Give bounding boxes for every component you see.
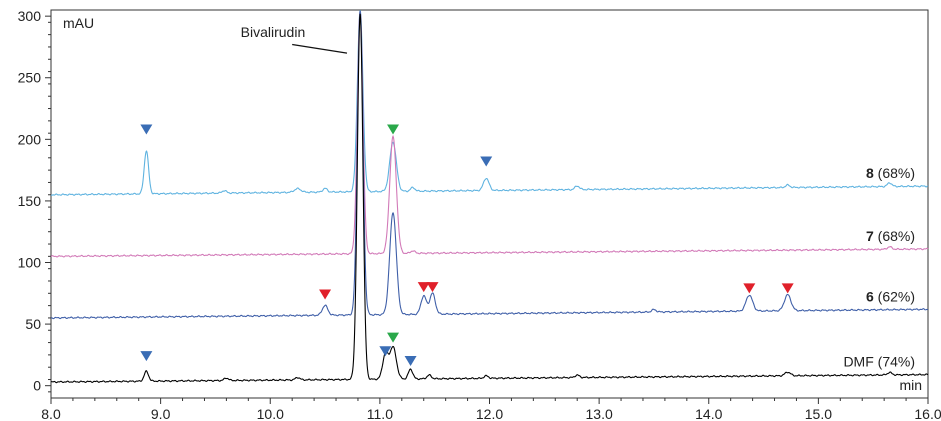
series-label-yield: (68%) <box>874 165 915 181</box>
series-line-1 <box>51 11 928 257</box>
y-tick-label: 150 <box>18 193 42 209</box>
series-label-number: 6 <box>866 288 874 304</box>
series-line-0 <box>51 10 928 195</box>
x-tick-label: 9.0 <box>151 406 171 421</box>
y-tick-label: 250 <box>18 70 42 86</box>
plot-frame <box>51 10 928 398</box>
series-label-number: 7 <box>866 228 874 244</box>
x-tick-label: 11.0 <box>367 406 393 421</box>
red-triangle-marker <box>319 290 331 300</box>
series-layer <box>51 10 928 382</box>
blue-triangle-marker <box>140 351 152 361</box>
red-triangle-marker <box>426 282 438 292</box>
bivalirudin-annotation: Bivalirudin <box>241 24 306 40</box>
x-unit-label: min <box>899 377 922 393</box>
series-label-1: 7 (68%) <box>866 228 915 244</box>
blue-triangle-marker <box>379 346 391 356</box>
x-tick-label: 8.0 <box>41 406 61 421</box>
series-label-0: 8 (68%) <box>866 165 915 181</box>
green-triangle-marker <box>387 333 399 343</box>
y-tick-label: 300 <box>18 8 42 24</box>
x-tick-label: 12.0 <box>476 406 503 421</box>
y-unit-label: mAU <box>63 15 94 31</box>
x-tick-label: 13.0 <box>586 406 613 421</box>
series-line-2 <box>51 11 928 319</box>
y-tick-label: 50 <box>25 316 41 332</box>
y-tick-label: 100 <box>18 255 42 271</box>
x-tick-label: 16.0 <box>914 406 941 421</box>
red-triangle-marker <box>743 283 755 293</box>
red-triangle-marker <box>782 283 794 293</box>
axis-layer: 0 50 100 150 200 250 300 8.0 9.0 10.0 11.0 12.0 13.0… <box>18 8 941 421</box>
x-tick-label: 10.0 <box>257 406 284 421</box>
blue-triangle-marker <box>140 124 152 134</box>
x-tick-label: 14.0 <box>695 406 722 421</box>
marker-layer <box>140 124 793 366</box>
series-label-yield: (68%) <box>874 228 915 244</box>
series-line-3 <box>51 14 928 383</box>
series-label-number: 8 <box>866 165 874 181</box>
annotation-pointer <box>292 44 347 53</box>
blue-triangle-marker <box>480 157 492 167</box>
series-label-yield: (62%) <box>874 288 915 304</box>
y-tick-label: 200 <box>18 131 42 147</box>
series-label-3: DMF (74%) <box>843 353 915 369</box>
series-label-2: 6 (62%) <box>866 288 915 304</box>
series-label-yield: DMF (74%) <box>843 353 915 369</box>
green-triangle-marker <box>387 124 399 134</box>
blue-triangle-marker <box>405 356 417 366</box>
x-tick-label: 15.0 <box>805 406 832 421</box>
y-tick-label: 0 <box>33 378 41 394</box>
